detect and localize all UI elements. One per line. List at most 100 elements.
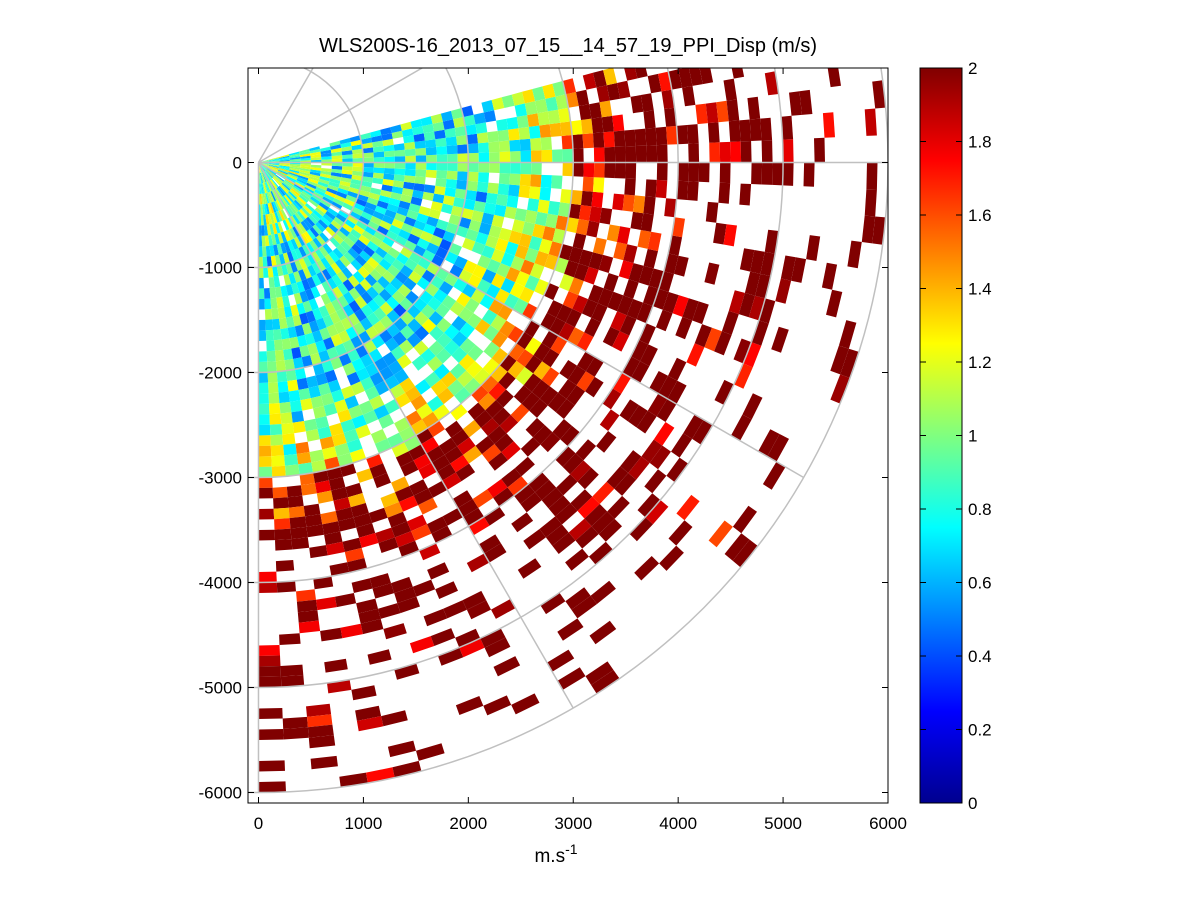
heatmap-cell [265, 329, 274, 341]
heatmap-cell [265, 170, 273, 179]
heatmap-cell [478, 392, 496, 411]
heatmap-cell [318, 202, 330, 211]
heatmap-cell [524, 275, 540, 292]
heatmap-cell [560, 189, 572, 204]
x-tick-label: 1000 [344, 814, 382, 833]
y-axis: 0-1000-2000-3000-4000-5000-6000 [199, 154, 888, 803]
heatmap-cell [268, 164, 279, 168]
heatmap-cell [351, 578, 373, 593]
heatmap-cell [552, 228, 566, 244]
heatmap-cell [445, 222, 459, 235]
heatmap-cell [268, 382, 279, 394]
heatmap-cell [351, 144, 363, 151]
heatmap-cell [761, 140, 773, 163]
heatmap-cell [455, 225, 469, 238]
heatmap-cell [384, 337, 399, 352]
heatmap-cell [589, 206, 602, 223]
heatmap-cell [466, 180, 478, 192]
heatmap-cell [268, 157, 279, 161]
heatmap-cell [271, 234, 277, 246]
heatmap-cell [481, 418, 500, 436]
heatmap-cell [305, 514, 323, 527]
heatmap-cell [290, 400, 303, 413]
heatmap-cell [506, 195, 519, 209]
heatmap-cell [354, 308, 367, 322]
heatmap-cell [531, 150, 542, 163]
heatmap-cell [272, 223, 278, 235]
heatmap-cell [739, 119, 752, 142]
heatmap-cell [473, 200, 486, 213]
heatmap-cell [258, 382, 269, 394]
heatmap-cell [672, 295, 689, 317]
heatmap-cell [782, 139, 794, 163]
heatmap-cell [305, 184, 316, 192]
heatmap-cell [382, 138, 394, 147]
heatmap-cell [289, 336, 300, 349]
heatmap-cell [289, 168, 300, 172]
heatmap-cell [481, 100, 495, 113]
heatmap-cell [617, 295, 634, 316]
heatmap-cell [272, 265, 279, 277]
heatmap-cell [533, 343, 551, 362]
heatmap-cell [338, 352, 352, 367]
heatmap-cell [311, 459, 327, 473]
heatmap-cell [555, 446, 576, 467]
heatmap-cell [555, 94, 569, 110]
heatmap-cell [264, 203, 268, 215]
heatmap-cell [687, 181, 699, 201]
heatmap-cell [775, 278, 792, 304]
heatmap-cell [709, 142, 721, 163]
heatmap-cell [271, 190, 278, 201]
heatmap-cell [288, 390, 301, 402]
heatmap-cell [394, 149, 406, 157]
colorbar-tick-label: 2 [968, 59, 977, 78]
heatmap-cell [262, 256, 268, 268]
heatmap-cell [519, 138, 531, 151]
heatmap-cell [261, 172, 266, 183]
heatmap-cell [258, 729, 284, 740]
heatmap-cell [498, 140, 511, 152]
heatmap-cell [309, 226, 320, 238]
heatmap-cell [337, 282, 349, 296]
heatmap-cell [552, 149, 563, 163]
heatmap-cell [782, 162, 794, 186]
x-axis-label-base: m.s [534, 846, 565, 867]
heatmap-cell [359, 250, 371, 262]
heatmap-cell [781, 115, 794, 140]
heatmap-cell [682, 298, 699, 321]
heatmap-cell [338, 330, 351, 344]
heatmap-cell [343, 236, 355, 248]
heatmap-cell [384, 156, 395, 163]
heatmap-cell [331, 155, 343, 160]
heatmap-cell [262, 172, 267, 183]
heatmap-cell [375, 527, 395, 543]
heatmap-cell [271, 202, 277, 213]
heatmap-cell [322, 196, 333, 205]
heatmap-cell [258, 582, 278, 593]
heatmap-cell [410, 226, 424, 238]
heatmap-cell [439, 238, 453, 252]
heatmap-cell [410, 419, 428, 436]
heatmap-cell [258, 445, 272, 457]
heatmap-cell [564, 260, 579, 278]
heatmap-cell [678, 68, 693, 88]
heatmap-cell [620, 450, 642, 473]
heatmap-cell [467, 402, 486, 420]
heatmap-cell [264, 170, 272, 180]
heatmap-cell [572, 295, 589, 314]
heatmap-cell [279, 159, 290, 162]
heatmap-cell [637, 493, 661, 518]
heatmap-cell [619, 315, 637, 336]
heatmap-cell [286, 229, 294, 241]
heatmap-cell [545, 213, 559, 229]
heatmap-cell [258, 414, 270, 425]
heatmap-cell [628, 456, 650, 480]
heatmap-cell [463, 199, 476, 211]
heatmap-cell [586, 220, 600, 238]
heatmap-cell [300, 155, 311, 159]
heatmap-cell [588, 541, 613, 565]
heatmap-cell [520, 259, 535, 275]
colorbar-tick-label: 0.6 [968, 574, 992, 593]
heatmap-cell [323, 337, 335, 350]
heatmap-cell [592, 237, 607, 255]
